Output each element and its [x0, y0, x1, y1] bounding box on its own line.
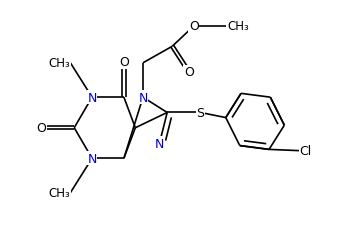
Text: Cl: Cl [300, 145, 312, 158]
Text: CH₃: CH₃ [49, 57, 70, 70]
Text: N: N [138, 91, 148, 104]
Text: O: O [119, 56, 129, 69]
Text: S: S [196, 106, 204, 119]
Text: CH₃: CH₃ [49, 186, 70, 199]
Text: N: N [87, 91, 97, 104]
Text: CH₃: CH₃ [227, 20, 249, 33]
Text: O: O [189, 20, 199, 33]
Text: O: O [184, 66, 194, 79]
Text: O: O [36, 122, 46, 135]
Text: N: N [87, 152, 97, 165]
Text: N: N [155, 137, 164, 150]
